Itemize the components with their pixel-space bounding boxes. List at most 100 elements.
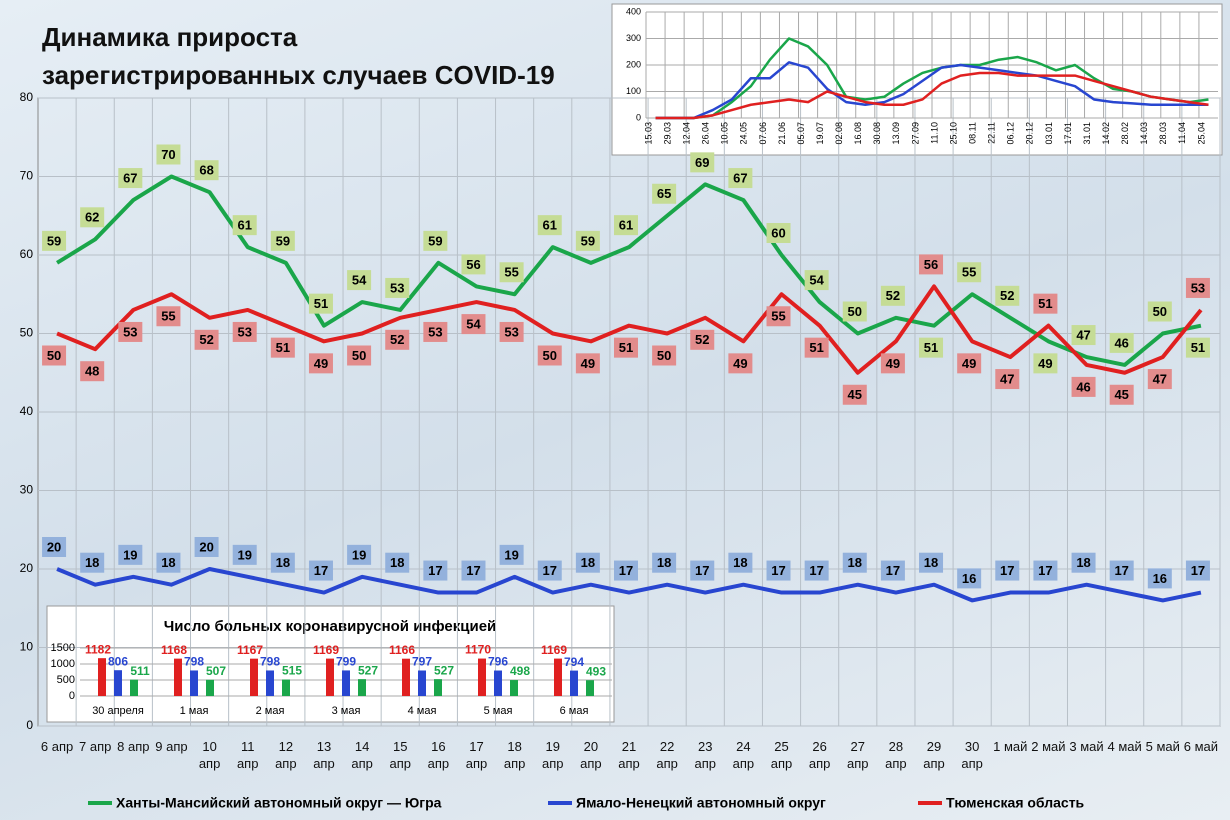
data-label: 18 bbox=[581, 555, 595, 570]
data-label: 511 bbox=[130, 664, 150, 678]
x-tick-label: 05.07 bbox=[796, 122, 806, 145]
label-bg bbox=[1185, 337, 1210, 358]
x-tick-label: 3 мая bbox=[332, 705, 361, 717]
label-bg bbox=[308, 560, 333, 581]
bar bbox=[190, 670, 198, 696]
label-bg bbox=[537, 215, 562, 236]
title-line: зарегистрированных случаев COVID-19 bbox=[42, 60, 555, 90]
label-bg bbox=[194, 329, 219, 350]
x-tick-label: 21 апр bbox=[618, 739, 640, 771]
data-label: 50 bbox=[47, 348, 61, 363]
label-bg bbox=[423, 321, 448, 342]
label-bg bbox=[880, 560, 905, 581]
x-tick-label: 26.04 bbox=[701, 122, 711, 145]
data-label: 49 bbox=[314, 356, 328, 371]
label-bg bbox=[919, 254, 944, 275]
label-bg bbox=[957, 353, 982, 374]
label-bg bbox=[1185, 560, 1210, 581]
x-tick-label: 27 апр bbox=[847, 739, 869, 771]
x-tick-label: 25.10 bbox=[948, 122, 958, 145]
y-tick-label: 80 bbox=[20, 90, 34, 104]
x-tick-label: 11 апр bbox=[236, 739, 259, 771]
label-bg bbox=[270, 230, 295, 251]
x-tick-label: 1 май bbox=[993, 739, 1028, 754]
label-bg bbox=[690, 560, 715, 581]
data-label: 52 bbox=[199, 332, 213, 347]
data-label: 47 bbox=[1076, 327, 1090, 342]
x-tick-label: 16.08 bbox=[853, 122, 863, 145]
label-bg bbox=[80, 207, 105, 228]
label-bg bbox=[1109, 332, 1134, 353]
y-tick-label: 0 bbox=[26, 718, 33, 732]
y-tick-label: 1500 bbox=[51, 642, 75, 654]
bar bbox=[250, 658, 258, 696]
data-label: 49 bbox=[1038, 356, 1052, 371]
label-bg bbox=[537, 560, 562, 581]
data-label: 55 bbox=[962, 265, 976, 280]
x-tick-label: 14.02 bbox=[1101, 122, 1111, 145]
series-line bbox=[655, 37, 1209, 120]
data-label: 59 bbox=[581, 233, 595, 248]
data-label: 527 bbox=[434, 663, 454, 677]
label-bg bbox=[308, 353, 333, 374]
label-bg bbox=[842, 552, 867, 573]
data-label: 54 bbox=[466, 317, 481, 332]
x-tick-label: 14.03 bbox=[1139, 122, 1149, 145]
label-bg bbox=[42, 537, 67, 557]
label-bg bbox=[156, 144, 181, 165]
data-label: 17 bbox=[428, 563, 442, 578]
data-label: 55 bbox=[504, 265, 518, 280]
data-label: 17 bbox=[771, 563, 785, 578]
bar bbox=[554, 658, 562, 696]
label-bg bbox=[728, 552, 753, 573]
label-bg bbox=[766, 560, 791, 581]
data-label: 18 bbox=[733, 555, 747, 570]
data-label: 50 bbox=[848, 304, 862, 319]
y-tick-label: 20 bbox=[20, 561, 34, 575]
y-tick-label: 1000 bbox=[51, 658, 75, 670]
data-label: 1169 bbox=[541, 643, 567, 657]
x-tick-label: 5 мая bbox=[484, 705, 513, 717]
label-bg bbox=[766, 223, 791, 243]
data-label: 798 bbox=[184, 655, 204, 669]
data-label: 45 bbox=[848, 387, 862, 402]
x-tick-label: 22.11 bbox=[987, 122, 997, 144]
label-bg bbox=[42, 230, 67, 251]
bar bbox=[570, 670, 578, 696]
data-label: 52 bbox=[695, 332, 709, 347]
x-tick-label: 6 май bbox=[1183, 739, 1219, 754]
inset-title: Число больных коронавирусной инфекцией bbox=[164, 618, 497, 635]
label-bg bbox=[423, 230, 448, 251]
x-tick-label: 28.02 bbox=[1120, 122, 1130, 145]
chart-title: Динамика прироста зарегистрированных слу… bbox=[42, 18, 555, 94]
data-label: 1167 bbox=[237, 643, 263, 657]
data-label: 17 bbox=[314, 563, 328, 578]
label-bg bbox=[614, 215, 638, 236]
label-bg bbox=[1147, 568, 1172, 589]
data-label: 47 bbox=[1153, 371, 1167, 386]
y-tick-label: 70 bbox=[20, 169, 34, 183]
label-bg bbox=[842, 301, 867, 322]
x-tick-label: 30 апр bbox=[961, 739, 983, 771]
data-label: 62 bbox=[85, 210, 99, 225]
bar bbox=[510, 680, 518, 696]
x-tick-label: 27.09 bbox=[910, 122, 920, 145]
label-bg bbox=[156, 306, 181, 327]
label-bg bbox=[385, 552, 410, 573]
data-label: 55 bbox=[771, 309, 785, 324]
label-bg bbox=[690, 152, 715, 173]
label-bg bbox=[652, 552, 677, 573]
label-bg bbox=[461, 314, 486, 335]
x-tick-label: 22 апр bbox=[656, 739, 678, 771]
bar bbox=[206, 679, 214, 696]
series-line bbox=[655, 71, 1209, 120]
data-label: 19 bbox=[352, 547, 366, 562]
bar bbox=[358, 679, 366, 696]
label-bg bbox=[1033, 560, 1058, 581]
data-label: 17 bbox=[543, 563, 557, 578]
label-bg bbox=[804, 337, 829, 358]
data-label: 498 bbox=[510, 664, 530, 678]
data-label: 51 bbox=[314, 296, 328, 311]
data-label: 70 bbox=[161, 147, 175, 162]
